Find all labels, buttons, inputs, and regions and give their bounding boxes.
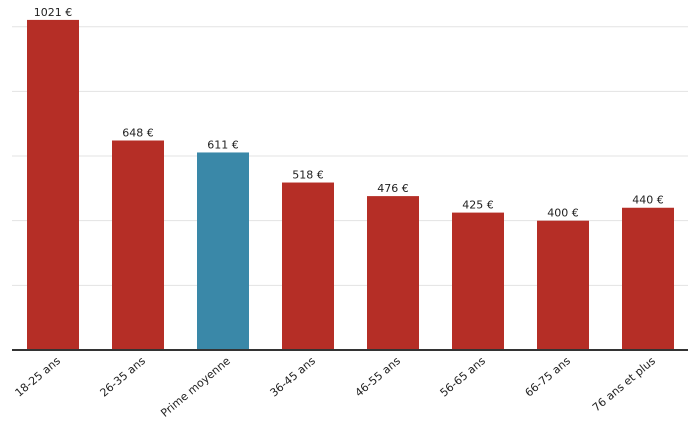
x-tick-label-3: 36-45 ans (268, 354, 319, 399)
x-tick-labels: 18-25 ans 26-35 ans Prime moyenne 36-45 ans… (13, 354, 659, 420)
bar-5 (452, 212, 504, 350)
value-label-6: 400 € (547, 207, 579, 220)
x-tick-label-7: 76 ans et plus (590, 354, 658, 414)
value-label-5: 425 € (462, 199, 494, 212)
bar-2 (197, 152, 249, 350)
x-tick-label-0: 18-25 ans (13, 354, 64, 399)
value-label-0: 1021 € (34, 6, 73, 19)
x-tick-label-4: 46-55 ans (353, 354, 404, 399)
value-labels: 1021 € 648 € 611 € 518 € 476 € 425 € 400 € 440 … (34, 6, 664, 220)
bar-0 (27, 19, 79, 350)
bars (27, 19, 674, 350)
value-label-3: 518 € (292, 169, 324, 182)
x-tick-label-1: 26-35 ans (98, 354, 149, 399)
bar-7 (622, 207, 674, 350)
x-tick-label-5: 56-65 ans (438, 354, 489, 399)
bar-1 (112, 140, 164, 350)
value-label-1: 648 € (122, 127, 154, 140)
bar-6 (537, 220, 589, 350)
bar-3 (282, 182, 334, 350)
bar-4 (367, 196, 419, 350)
x-tick-label-2: Prime moyenne (158, 354, 233, 420)
value-label-4: 476 € (377, 182, 409, 195)
value-label-2: 611 € (207, 138, 239, 151)
x-tick-label-6: 66-75 ans (523, 354, 574, 399)
value-label-7: 440 € (632, 194, 664, 207)
